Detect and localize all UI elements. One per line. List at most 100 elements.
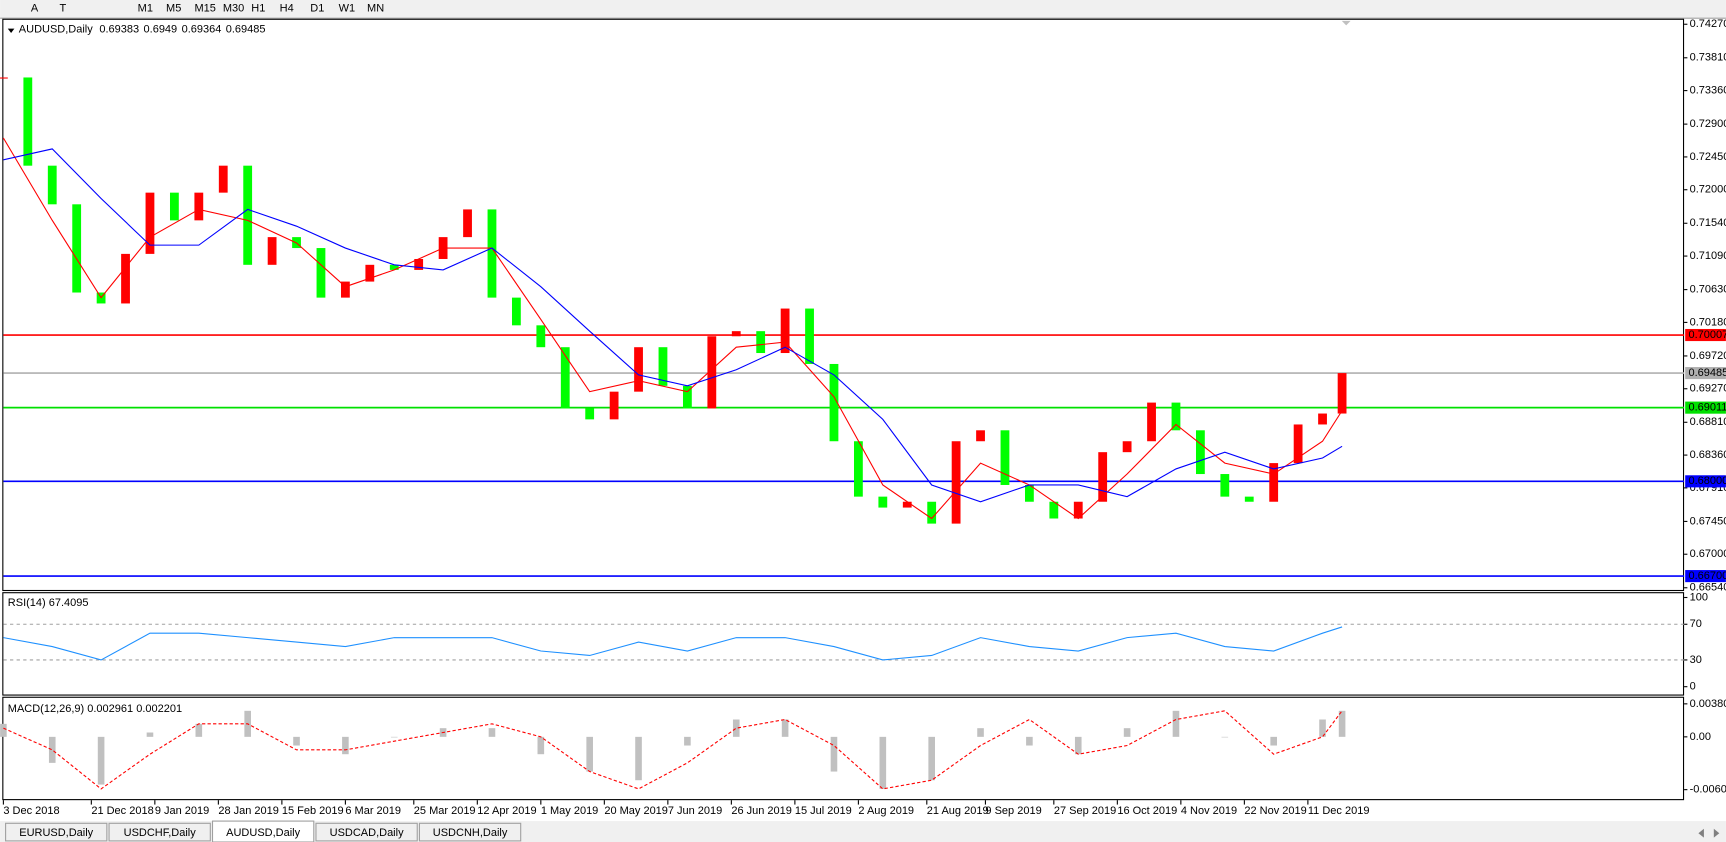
histogram-bar [48, 736, 56, 763]
tab-scroll-left[interactable] [1698, 828, 1704, 838]
chart-tab[interactable] [5, 822, 108, 842]
candle [145, 192, 155, 254]
pane-title: RSI(14) 67.4095 [8, 597, 89, 609]
candle [902, 501, 912, 508]
x-tick-label: 26 Jun 2019 [731, 805, 792, 817]
histogram-bar [1123, 728, 1131, 737]
drawing-tool[interactable]: T [60, 3, 67, 15]
drawing-tool[interactable]: A [31, 3, 39, 15]
y-tick-label: 0.66540 [1690, 582, 1726, 594]
chart-tab-label[interactable]: AUDUSD,Daily [226, 827, 300, 839]
candle [72, 204, 82, 293]
x-tick-label: 9 Jan 2019 [155, 805, 209, 817]
histogram-bar [0, 723, 7, 737]
histogram-bar [1338, 710, 1346, 737]
candle [414, 258, 424, 270]
level-label: 0.69011 [1688, 402, 1726, 414]
timeframe-button[interactable]: W1 [339, 3, 356, 15]
indicator-line [3, 710, 1343, 790]
candle [585, 408, 595, 420]
y-tick-label: 0.70630 [1690, 284, 1726, 296]
candle [780, 308, 790, 354]
candle [976, 430, 985, 442]
timeframe-button[interactable]: H4 [280, 3, 294, 15]
y-tick-label: 0.68810 [1690, 416, 1726, 428]
candle [878, 496, 888, 508]
y-tick-label: 0.69720 [1690, 350, 1726, 362]
candle [47, 165, 57, 205]
histogram-bar [879, 736, 887, 789]
chart-tab-label[interactable]: USDCNH,Daily [433, 827, 508, 839]
chart-tab-label[interactable]: USDCAD,Daily [330, 827, 404, 839]
y-tick-label: 0.00 [1690, 731, 1711, 743]
candle [487, 209, 497, 298]
chart-tab[interactable] [211, 820, 315, 842]
candle [1073, 501, 1083, 519]
title-text: AUDUSD,Daily [19, 24, 93, 36]
y-tick-label: 0.71540 [1690, 217, 1726, 229]
timeframe-button[interactable]: M30 [223, 3, 244, 15]
x-tick-label: 21 Aug 2019 [927, 805, 989, 817]
rsi-pane [2, 592, 1685, 696]
candle [1049, 501, 1059, 519]
x-tick-label: 6 Mar 2019 [345, 805, 401, 817]
candle [1098, 452, 1108, 502]
chart-tab[interactable] [315, 822, 418, 842]
indicator-line [2, 137, 1343, 520]
pane-title: AUDUSD,Daily 0.69383 0.6949 0.69364 0.69485 [19, 24, 266, 36]
x-tick-label: 27 Sep 2019 [1054, 805, 1116, 817]
timeframe-button[interactable]: H1 [251, 3, 265, 15]
ohlc-value: 0.69383 [99, 24, 139, 36]
histogram-bar [390, 736, 398, 738]
histogram-bar [977, 728, 984, 737]
y-tick-label: 0.68360 [1690, 449, 1726, 461]
candle [682, 385, 692, 409]
candle [658, 347, 668, 386]
timeframe-button[interactable]: M5 [166, 3, 181, 15]
chart-tab-label[interactable]: USDCHF,Daily [124, 827, 197, 839]
level-label-box [1685, 367, 1726, 380]
tab-scroll-right[interactable] [1713, 828, 1720, 838]
collapse-arrow[interactable] [7, 28, 15, 34]
timeframe-button[interactable]: M1 [138, 3, 153, 15]
chart-tab-label[interactable]: EURUSD,Daily [19, 827, 93, 839]
candle [463, 209, 472, 238]
ohlc-value: 0.69364 [182, 24, 222, 36]
timeframe-button[interactable]: M15 [194, 3, 215, 15]
level-label: 0.66700 [1688, 570, 1726, 582]
chart-tab[interactable] [108, 822, 211, 842]
candle [340, 281, 350, 298]
timeframe-button[interactable]: MN [367, 3, 384, 15]
candle [1195, 430, 1205, 475]
candle [1000, 430, 1010, 485]
level-label: 0.69485 [1688, 367, 1726, 379]
histogram-bar [928, 736, 935, 781]
x-tick-label: 11 Dec 2019 [1308, 805, 1370, 817]
x-tick-label: 22 Nov 2019 [1244, 805, 1306, 817]
candle [951, 441, 961, 524]
chart-tab[interactable] [418, 822, 522, 842]
y-tick-label: 0.71090 [1690, 250, 1726, 262]
candle [511, 297, 521, 326]
level-label: 0.68000 [1688, 475, 1726, 487]
x-tick-label: 21 Dec 2018 [91, 805, 153, 817]
candle [365, 264, 375, 282]
indicator-line [3, 626, 1343, 661]
candle [1171, 402, 1181, 431]
y-tick-label: 0.72450 [1690, 151, 1726, 163]
candle [267, 237, 277, 265]
histogram-bar [684, 736, 691, 746]
candle [1318, 413, 1327, 425]
candle [218, 165, 228, 193]
x-tick-label: 1 May 2019 [541, 805, 598, 817]
candle [1147, 402, 1156, 442]
x-tick-label: 15 Feb 2019 [282, 805, 344, 817]
y-tick-label: 0.73810 [1690, 52, 1726, 64]
candle [927, 501, 937, 524]
y-tick-label: 30 [1690, 654, 1702, 666]
candle [169, 192, 179, 221]
ohlc-value: 0.6949 [144, 24, 178, 36]
histogram-bar [97, 736, 105, 785]
histogram-bar [1319, 719, 1326, 737]
timeframe-button[interactable]: D1 [310, 3, 324, 15]
